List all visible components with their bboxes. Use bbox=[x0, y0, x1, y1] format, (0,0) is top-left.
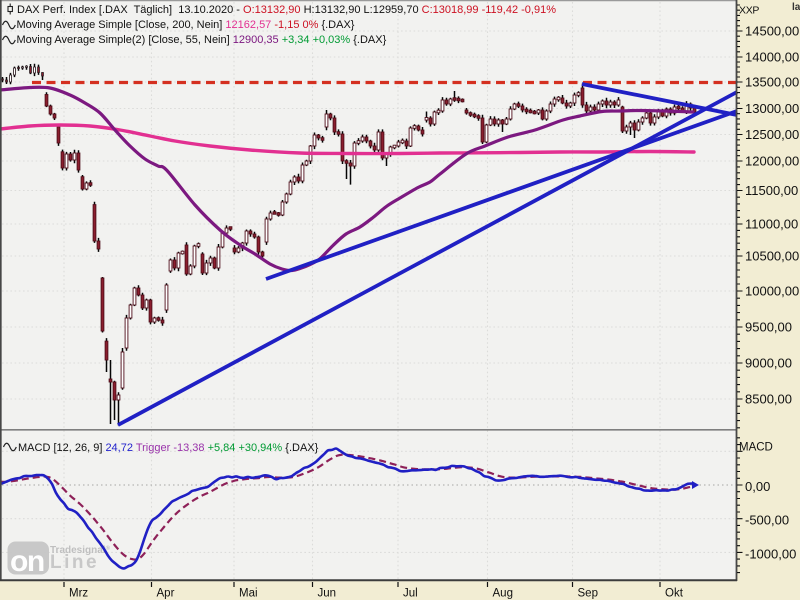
svg-text:Tradesignal®: Tradesignal® bbox=[50, 545, 111, 556]
svg-text:13000,00: 13000,00 bbox=[745, 101, 799, 116]
svg-text:Jul: Jul bbox=[403, 588, 418, 600]
svg-text:12000,00: 12000,00 bbox=[745, 154, 799, 169]
svg-text:Moving Average Simple(2) [Clos: Moving Average Simple(2) [Close, 55, Nei… bbox=[17, 34, 387, 46]
svg-text:la: la bbox=[792, 2, 800, 13]
svg-text:MACD: MACD bbox=[739, 442, 773, 454]
svg-text:MACD [12, 26, 9] 24,72 Trigger: MACD [12, 26, 9] 24,72 Trigger -13,38 +5… bbox=[18, 442, 319, 454]
svg-text:12500,00: 12500,00 bbox=[745, 127, 799, 142]
svg-text:Mai: Mai bbox=[239, 588, 258, 600]
svg-text:Sep: Sep bbox=[578, 588, 598, 600]
svg-text:8500,00: 8500,00 bbox=[745, 392, 792, 407]
svg-text:Jun: Jun bbox=[318, 588, 337, 600]
svg-text:Mrz: Mrz bbox=[69, 588, 88, 600]
svg-text:Okt: Okt bbox=[665, 588, 684, 600]
svg-text:10000,00: 10000,00 bbox=[745, 284, 799, 299]
svg-text:9500,00: 9500,00 bbox=[745, 320, 792, 335]
svg-text:-500,00: -500,00 bbox=[745, 513, 789, 528]
svg-text:Line: Line bbox=[50, 552, 99, 573]
svg-text:DAX Perf. Index [.DAX Täglich: DAX Perf. Index [.DAX Täglich] 13.10.202… bbox=[17, 4, 556, 16]
svg-text:11000,00: 11000,00 bbox=[745, 217, 798, 232]
svg-text:Apr: Apr bbox=[157, 588, 175, 600]
svg-text:Aug: Aug bbox=[493, 588, 513, 600]
svg-text:Moving Average Simple [Close,: Moving Average Simple [Close, 200, Nein]… bbox=[17, 19, 355, 31]
svg-text:9000,00: 9000,00 bbox=[745, 356, 792, 371]
svg-text:-1000,00: -1000,00 bbox=[745, 547, 796, 562]
svg-text:13500,00: 13500,00 bbox=[745, 75, 799, 90]
svg-text:XXP: XXP bbox=[739, 5, 759, 17]
svg-text:0,00: 0,00 bbox=[745, 479, 770, 494]
svg-text:11500,00: 11500,00 bbox=[745, 183, 798, 198]
svg-text:on: on bbox=[10, 545, 44, 578]
svg-text:14000,00: 14000,00 bbox=[745, 50, 799, 65]
svg-text:14500,00: 14500,00 bbox=[745, 24, 799, 39]
svg-text:10500,00: 10500,00 bbox=[745, 249, 799, 264]
